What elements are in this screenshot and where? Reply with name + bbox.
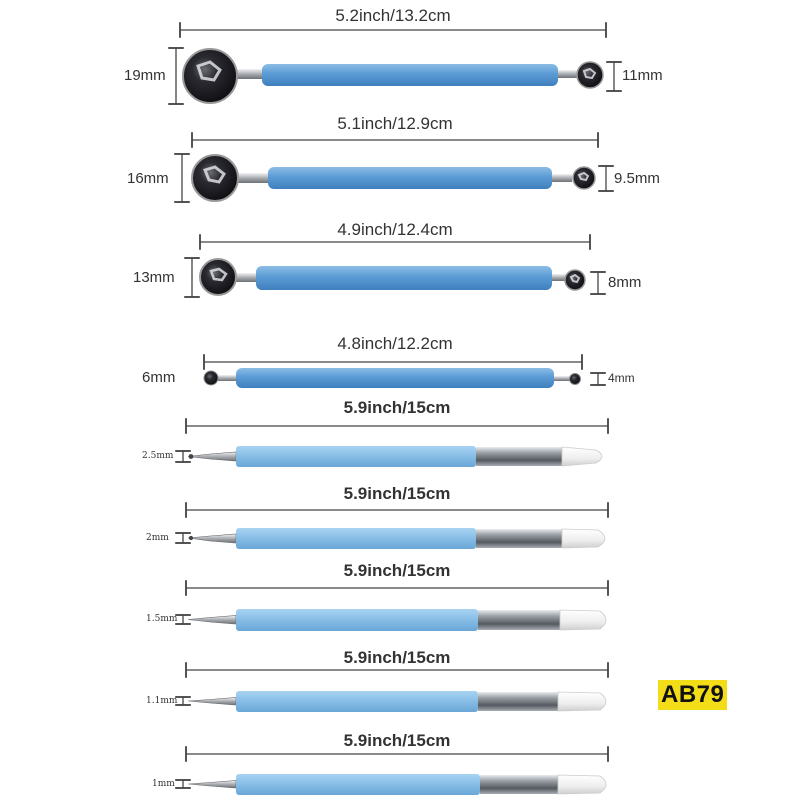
blue-handle [236,446,476,467]
tool-1-length-label: 5.2inch/13.2cm [335,6,451,25]
small-ball-tip [569,373,581,385]
metal-ferrule [476,529,562,548]
silicone-tip [561,446,603,467]
ball-reflection [569,273,581,284]
blue-handle [268,167,552,189]
stylus-ball [188,454,194,459]
dotting-tool-4 [203,354,606,388]
metal-shaft-left [232,69,264,79]
tool-4-right-size-label: 4mm [608,371,635,385]
silicone-tool-3 [175,580,609,631]
large-ball-tip [199,258,237,296]
tool-3-left-size-label: 13mm [133,269,175,286]
blue-handle [236,691,478,712]
tool-9-tip-size-label: 1mm [152,779,175,789]
silicone-tip [557,691,607,712]
metal-ferrule [476,447,562,466]
blue-handle [236,609,478,631]
tool-7-length-label: 5.9inch/15cm [343,561,451,580]
tool-2-right-size-label: 9.5mm [614,170,660,187]
silicone-tip [559,609,607,631]
tool-2-length-label: 5.1inch/12.9cm [337,114,453,133]
tool-1-left-size-label: 19mm [124,67,166,84]
tool-5-length-label: 5.9inch/15cm [343,398,451,417]
metal-ferrule [480,775,558,794]
ball-reflection [577,171,590,182]
tool-6-length-label: 5.9inch/15cm [343,484,451,503]
ball-reflection [582,67,597,80]
metal-shaft-right [548,174,572,182]
tool-7-tip-size-label: 1.5mm [146,614,178,624]
blue-handle [236,368,554,388]
tool-3-length-label: 4.9inch/12.4cm [337,220,453,239]
tool-5-tip-size-label: 2.5mm [142,451,174,461]
small-ball-tip [564,269,586,291]
metal-shaft-left [214,375,240,381]
blue-handle [236,774,480,795]
tool-6-tip-size-label: 2mm [146,533,169,543]
watermark-badge: AB79 [658,680,728,710]
tool-9-length-label: 5.9inch/15cm [343,731,451,750]
silicone-tool-4 [175,662,609,712]
metal-stylus-tip [187,697,237,706]
ball-reflection [196,60,222,82]
tool-4-left-size-label: 6mm [142,369,176,386]
dotting-tool-3 [184,234,606,298]
blue-handle [236,528,476,549]
blue-handle [256,266,552,290]
dotting-tool-2 [174,132,614,203]
dotting-tool-1 [168,22,622,105]
large-ball-tip [182,48,238,104]
metal-shaft-right [546,274,568,281]
tool-3-right-size-label: 8mm [608,274,642,291]
metal-shaft-right [552,70,578,78]
stylus-ball [188,535,194,541]
ball-reflection [209,267,228,282]
silicone-tool-5 [175,746,609,795]
silicone-tip [561,528,606,549]
silicone-tool-2 [175,502,609,549]
tool-8-tip-size-label: 1.1mm [146,696,178,706]
large-ball-tip [203,370,219,386]
metal-shaft-left [232,273,260,282]
silicone-tool-1 [175,418,609,467]
metal-shaft-right [550,376,572,381]
metal-shaft-left [236,173,270,183]
metal-stylus-tip [187,451,237,462]
small-ball-tip [572,166,596,190]
blue-handle [262,64,558,86]
metal-stylus-tip [187,780,237,789]
tool-8-length-label: 5.9inch/15cm [343,648,451,667]
tool-1-right-size-label: 11mm [622,67,663,84]
tool-2-left-size-label: 16mm [127,170,169,187]
metal-stylus-tip [187,615,237,625]
tool-4-length-label: 4.8inch/12.2cm [337,334,453,353]
metal-stylus-tip [187,533,237,544]
metal-ferrule [478,692,558,711]
small-ball-tip [576,61,604,89]
large-ball-tip [191,154,239,202]
metal-ferrule [478,610,560,630]
ball-reflection [202,165,226,184]
silicone-tip [557,774,607,795]
